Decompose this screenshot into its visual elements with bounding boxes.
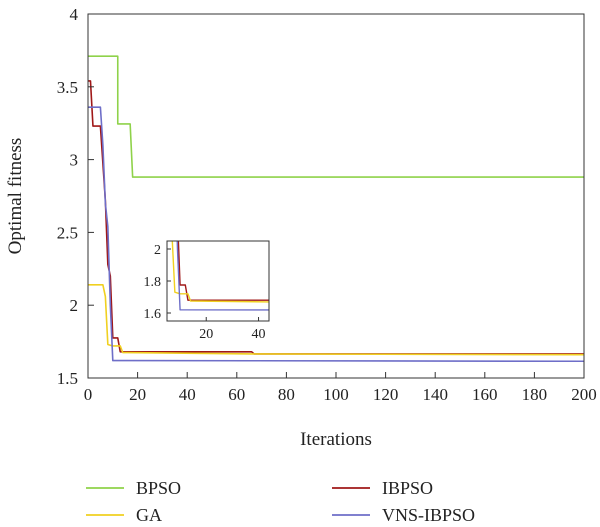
inset-y-tick-label: 1.6	[144, 307, 162, 322]
y-tick-label: 2.5	[57, 223, 78, 242]
y-tick-label: 4	[70, 5, 79, 24]
inset-plot-lines	[154, 0, 600, 311]
inset-y-tick-label: 1.8	[144, 275, 162, 290]
main-axis-ticks: 0 20 40 60 80 100 120 140 160 180 200 1.5 2 2.5 3 3.5 4	[57, 5, 597, 404]
x-tick-label: 80	[278, 385, 295, 404]
inset-background	[167, 241, 269, 321]
inset-x-tick-label: 40	[252, 327, 266, 342]
y-tick-label: 3	[70, 151, 79, 170]
series-line-vns-ibpso	[88, 106, 584, 363]
x-tick-label: 20	[129, 385, 146, 404]
x-tick-label: 200	[571, 385, 597, 404]
legend-label-vns-ibpso: VNS-IBPSO	[382, 505, 475, 525]
inset-plot: 20 40 1.6 1.8 2	[144, 0, 600, 342]
x-tick-label: 160	[472, 385, 498, 404]
y-axis-title: Optimal fitness	[5, 138, 26, 255]
legend-item-ga: GA	[86, 505, 162, 525]
x-tick-label: 120	[373, 385, 399, 404]
y-tick-label: 1.5	[57, 369, 78, 388]
x-tick-label: 100	[323, 385, 349, 404]
legend-label-bpso: BPSO	[136, 478, 181, 498]
legend-item-ibpso: IBPSO	[332, 478, 433, 498]
legend-label-ga: GA	[136, 505, 162, 525]
inset-y-tick-label: 2	[154, 243, 161, 258]
y-tick-label: 3.5	[57, 78, 78, 97]
x-tick-label: 0	[84, 385, 93, 404]
main-plot-lines	[88, 55, 584, 363]
legend-label-ibpso: IBPSO	[382, 478, 433, 498]
x-tick-label: 40	[179, 385, 196, 404]
x-axis-title: Iterations	[300, 429, 372, 450]
legend: BPSO GA IBPSO VNS-IBPSO	[86, 478, 475, 525]
x-tick-label: 60	[228, 385, 245, 404]
inset-x-tick-label: 20	[199, 327, 213, 342]
plot-frame	[87, 13, 585, 379]
inset-series-line-ibpso	[177, 241, 269, 301]
series-line-ibpso	[88, 80, 584, 355]
inset-axis-ticks: 20 40 1.6 1.8 2	[144, 243, 266, 342]
legend-item-vns-ibpso: VNS-IBPSO	[332, 505, 475, 525]
x-tick-label: 180	[522, 385, 548, 404]
inset-series-line-bpso	[154, 0, 600, 108]
x-tick-label: 140	[422, 385, 448, 404]
y-tick-label: 2	[70, 296, 79, 315]
series-line-ga	[88, 284, 584, 356]
legend-item-bpso: BPSO	[86, 478, 181, 498]
series-line-bpso	[88, 55, 584, 178]
inset-series-line-vns-ibpso	[176, 241, 269, 311]
